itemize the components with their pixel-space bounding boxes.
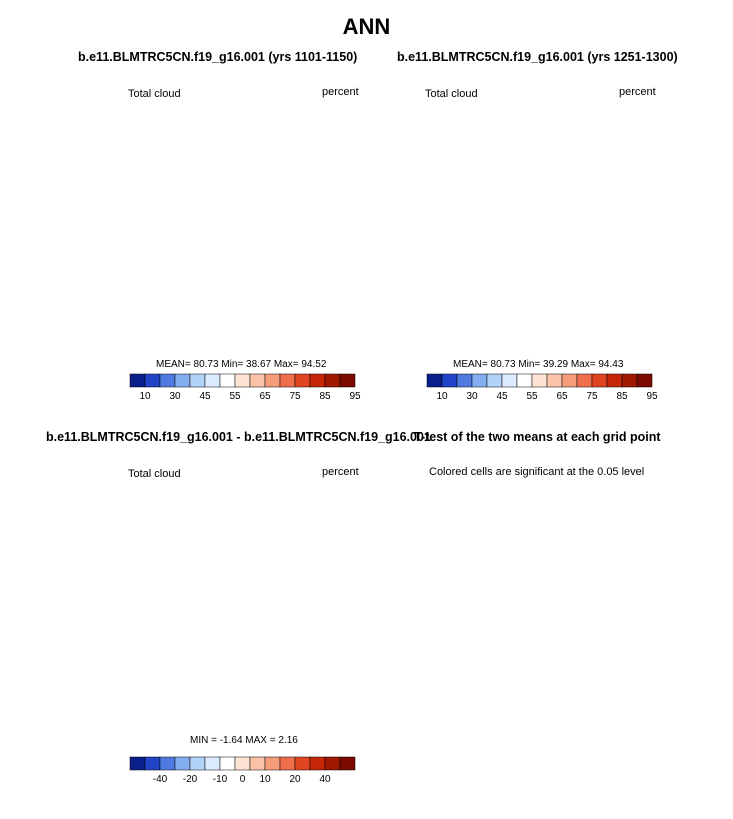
colorbar-swatch (219, 373, 236, 388)
colorbar-swatch (159, 756, 176, 771)
colorbar-swatch (174, 756, 191, 771)
colorbar-swatch (249, 756, 266, 771)
colorbar-tick-label: 75 (586, 391, 598, 402)
colorbar-swatch (486, 373, 503, 388)
colorbar-tick-label: 0 (240, 774, 246, 785)
colorbar-swatch (144, 756, 161, 771)
colorbar-swatch (426, 373, 443, 388)
panel-4-title: T-test of the two means at each grid poi… (414, 430, 661, 444)
colorbar-swatch (279, 373, 296, 388)
colorbar-swatch (264, 756, 281, 771)
panel-3-stats: MIN = -1.64 MAX = 2.16 (190, 735, 298, 746)
colorbar-swatch (129, 756, 146, 771)
colorbar-swatch (249, 373, 266, 388)
panel-1-map (138, 123, 350, 333)
colorbar-tick-label: 85 (319, 391, 331, 402)
colorbar-tick-label: -20 (183, 774, 198, 785)
colorbar-swatch (189, 756, 206, 771)
colorbar-swatch (561, 373, 578, 388)
colorbar-tick-label: 65 (556, 391, 568, 402)
panel-2-stats: MEAN= 80.73 Min= 39.29 Max= 94.43 (453, 359, 624, 370)
panel-4-subtitle: Colored cells are significant at the 0.0… (429, 466, 645, 478)
colorbar-tick-label: 20 (289, 774, 301, 785)
colorbar-swatch (339, 756, 356, 771)
colorbar-tick-label: 55 (526, 391, 538, 402)
colorbar-swatch (279, 756, 296, 771)
colorbar-tick-label: 65 (259, 391, 271, 402)
panel-2-map (435, 123, 647, 333)
colorbar-swatch (531, 373, 548, 388)
colorbar-tick-label: 45 (199, 391, 211, 402)
colorbar-tick-label: 30 (169, 391, 181, 402)
panel-1-title: b.e11.BLMTRC5CN.f19_g16.001 (yrs 1101-11… (78, 50, 358, 64)
colorbar-tick-label: 75 (289, 391, 301, 402)
colorbar-tick-label: 45 (496, 391, 508, 402)
colorbar-tick-label: 10 (259, 774, 271, 785)
colorbar-swatch (204, 373, 221, 388)
panel-1-stats: MEAN= 80.73 Min= 38.67 Max= 94.52 (156, 359, 327, 370)
colorbar-tick-label: 85 (616, 391, 628, 402)
panel-3-units-label: percent (322, 466, 359, 478)
colorbar-swatch (129, 373, 146, 388)
colorbar-swatch (234, 373, 251, 388)
colorbar-swatch (294, 373, 311, 388)
colorbar-swatch (159, 373, 176, 388)
panel-3-map (138, 503, 348, 713)
colorbar-swatch (456, 373, 473, 388)
colorbar-swatch (189, 373, 206, 388)
panel-3-title: b.e11.BLMTRC5CN.f19_g16.001 - b.e11.BLMT… (46, 430, 431, 444)
colorbar-swatch (264, 373, 281, 388)
panel-1-units-label: percent (322, 86, 359, 98)
colorbar-swatch (471, 373, 488, 388)
colorbar-swatch (309, 756, 326, 771)
colorbar-swatch (621, 373, 638, 388)
panel-2-units-label: percent (619, 86, 656, 98)
colorbar-tick-label: 95 (646, 391, 658, 402)
colorbar-swatch (219, 756, 236, 771)
colorbar-swatch (144, 373, 161, 388)
panel-1-colorbar: 10 30 45 55 65 75 85 95 (129, 373, 361, 402)
panel-2-variable-label: Total cloud (425, 88, 478, 100)
colorbar-swatch (501, 373, 518, 388)
colorbar-tick-label: 40 (319, 774, 331, 785)
colorbar-tick-label: -40 (153, 774, 168, 785)
panel-3-variable-label: Total cloud (128, 468, 181, 480)
colorbar-swatch (636, 373, 653, 388)
colorbar-tick-label: 10 (436, 391, 448, 402)
panel-1-variable-label: Total cloud (128, 88, 181, 100)
colorbar-swatch (294, 756, 311, 771)
colorbar-swatch (234, 756, 251, 771)
panel-2-colorbar: 10 30 45 55 65 75 85 95 (426, 373, 658, 402)
panel-4-map (435, 503, 645, 713)
colorbar-tick-label: 10 (139, 391, 151, 402)
colorbar-swatch (441, 373, 458, 388)
colorbar-swatch (324, 756, 341, 771)
panel-3-colorbar: -40 -20 -10 0 10 20 40 (129, 756, 356, 785)
colorbar-swatch (516, 373, 533, 388)
colorbar-swatch (606, 373, 623, 388)
colorbar-tick-label: 95 (349, 391, 361, 402)
colorbar-swatch (204, 756, 221, 771)
colorbar-swatch (576, 373, 593, 388)
colorbar-swatch (591, 373, 608, 388)
colorbar-tick-label: -10 (213, 774, 228, 785)
page-title: ANN (342, 14, 391, 39)
colorbar-tick-label: 30 (466, 391, 478, 402)
panel-2-title: b.e11.BLMTRC5CN.f19_g16.001 (yrs 1251-13… (397, 50, 678, 64)
colorbar-swatch (174, 373, 191, 388)
colorbar-swatch (324, 373, 341, 388)
colorbar-tick-label: 55 (229, 391, 241, 402)
colorbar-swatch (309, 373, 326, 388)
colorbar-swatch (546, 373, 563, 388)
colorbar-swatch (339, 373, 356, 388)
